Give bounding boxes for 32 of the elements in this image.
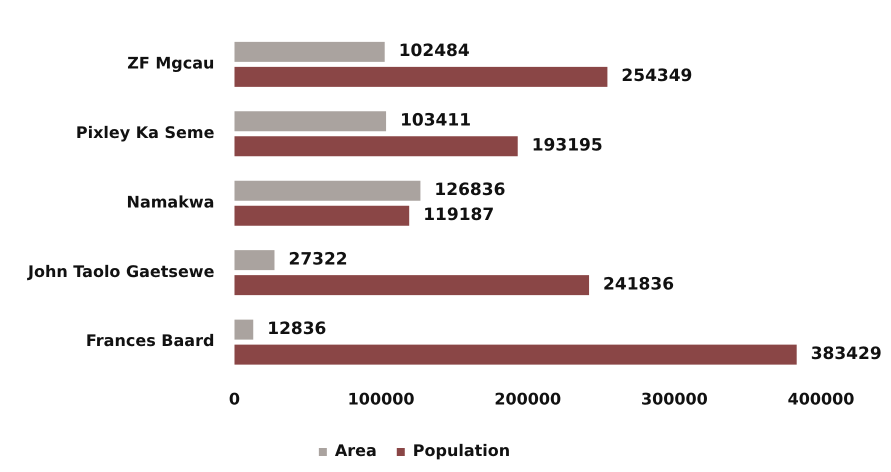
bar bbox=[234, 206, 410, 226]
data-label: 12836 bbox=[267, 319, 326, 340]
data-label: 254349 bbox=[621, 66, 692, 86]
data-label: 103411 bbox=[400, 110, 472, 131]
legend-label: Area bbox=[334, 441, 377, 460]
x-tick-label: 400000 bbox=[788, 390, 854, 409]
data-label: 383429 bbox=[810, 344, 882, 364]
data-label: 241836 bbox=[603, 274, 674, 295]
bar bbox=[234, 66, 608, 87]
data-label: 102484 bbox=[398, 41, 470, 62]
y-tick-label: Namakwa bbox=[126, 192, 214, 212]
x-tick-label: 300000 bbox=[640, 390, 708, 409]
y-tick-label: John Taolo Gaetsewe bbox=[27, 262, 215, 281]
bar bbox=[234, 111, 386, 132]
data-label: 119187 bbox=[423, 205, 494, 226]
bar bbox=[234, 180, 420, 201]
x-tick-label: 100000 bbox=[348, 390, 414, 409]
bar bbox=[234, 275, 590, 296]
legend-label: Population bbox=[412, 441, 510, 460]
bar bbox=[234, 136, 518, 156]
y-tick-label: ZF Mgcau bbox=[127, 53, 214, 72]
x-tick-label: 200000 bbox=[494, 390, 562, 409]
bar bbox=[234, 250, 274, 270]
data-label: 126836 bbox=[434, 180, 506, 200]
data-label: 27322 bbox=[288, 250, 348, 270]
x-tick-label: 0 bbox=[228, 390, 240, 409]
bar bbox=[234, 344, 797, 365]
data-label: 193195 bbox=[532, 136, 603, 156]
y-tick-label: Pixley Ka Seme bbox=[76, 122, 215, 142]
y-tick-label: Frances Baard bbox=[86, 331, 214, 350]
bar bbox=[234, 42, 385, 62]
bar bbox=[234, 320, 254, 340]
